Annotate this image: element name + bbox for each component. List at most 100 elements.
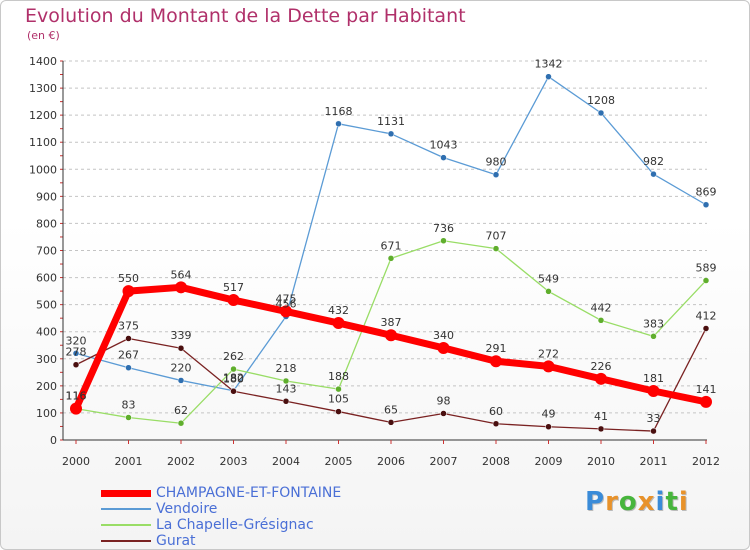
data-label: 60: [489, 405, 503, 418]
y-tick-label: 1300: [29, 82, 57, 95]
data-label: 869: [696, 186, 717, 199]
data-label: 65: [384, 403, 398, 416]
data-label: 33: [647, 412, 661, 425]
brand-letter: t: [665, 487, 679, 517]
data-label: 1131: [377, 115, 405, 128]
x-tick-label: 2008: [482, 455, 510, 468]
y-tick-label: 1400: [29, 55, 57, 68]
data-point: [335, 385, 342, 393]
data-label: 1168: [325, 105, 353, 118]
x-tick-label: 2003: [220, 455, 248, 468]
data-label: 589: [696, 262, 717, 275]
data-point: [597, 425, 605, 433]
data-label: 442: [591, 301, 612, 314]
data-label: 383: [643, 317, 664, 330]
data-point: [702, 201, 710, 208]
data-label: 41: [594, 410, 608, 423]
brand-letter: x: [637, 487, 656, 517]
data-point: [542, 360, 555, 373]
data-label: 141: [696, 383, 717, 396]
legend-label: CHAMPAGNE-ET-FONTAINE: [156, 485, 342, 501]
data-point: [332, 317, 345, 330]
data-label: 456: [276, 298, 297, 311]
data-point: [122, 285, 135, 298]
data-point: [650, 427, 657, 435]
data-point: [230, 388, 237, 395]
data-point: [335, 120, 342, 128]
data-label: 1043: [430, 139, 458, 152]
x-tick-label: 2007: [430, 455, 458, 468]
data-label: 291: [486, 342, 507, 355]
x-tick-label: 2010: [587, 455, 615, 468]
x-tick-label: 2009: [535, 455, 563, 468]
data-label: 116: [66, 390, 87, 403]
data-label: 517: [223, 281, 244, 294]
y-tick-label: 800: [36, 217, 57, 230]
data-label: 475: [276, 292, 297, 305]
data-point: [440, 154, 447, 161]
data-label: 550: [118, 272, 139, 285]
data-point: [490, 355, 502, 368]
legend-swatch: [101, 490, 151, 497]
data-point: [280, 305, 292, 318]
data-label: 220: [171, 361, 192, 374]
data-label: 432: [328, 304, 349, 317]
data-point: [492, 420, 500, 428]
data-point: [175, 281, 187, 294]
y-tick-label: 500: [36, 299, 57, 312]
data-label: 412: [696, 309, 717, 322]
y-tick-label: 1100: [29, 136, 57, 149]
data-point: [647, 385, 660, 398]
y-tick-label: 300: [36, 353, 57, 366]
data-point: [437, 341, 450, 354]
data-point: [70, 402, 82, 415]
data-label: 707: [486, 230, 507, 243]
data-label: 982: [643, 155, 664, 168]
data-point: [597, 317, 605, 324]
data-point: [440, 410, 447, 417]
data-label: 262: [223, 350, 244, 363]
data-label: 564: [171, 268, 192, 281]
data-point: [125, 335, 132, 342]
data-label: 116: [66, 390, 87, 403]
data-point: [650, 333, 657, 340]
data-label: 49: [542, 408, 556, 421]
x-tick-label: 2011: [640, 455, 668, 468]
brand-letter: i: [678, 487, 689, 517]
data-label: 83: [122, 399, 136, 412]
data-label: 671: [381, 239, 402, 252]
data-label: 267: [118, 349, 139, 362]
legend-swatch: [101, 540, 151, 542]
y-tick-label: 1200: [29, 109, 57, 122]
brand-letter: r: [605, 487, 619, 517]
data-point: [595, 372, 607, 385]
data-label: 105: [328, 393, 349, 406]
data-label: 181: [643, 372, 664, 385]
data-label: 98: [437, 394, 451, 407]
data-point: [385, 329, 397, 342]
data-label: 182: [223, 372, 244, 385]
data-point: [125, 414, 132, 421]
data-point: [545, 288, 552, 295]
data-point: [440, 237, 447, 245]
data-point: [492, 171, 500, 178]
data-label: 375: [118, 319, 139, 332]
data-label: 218: [276, 362, 297, 375]
y-tick-label: 200: [36, 380, 57, 393]
data-point: [177, 344, 185, 352]
y-tick-label: 600: [36, 272, 57, 285]
legend-swatch: [101, 524, 151, 526]
brand-letter: o: [618, 487, 638, 517]
data-point: [702, 325, 710, 332]
y-tick-label: 700: [36, 245, 57, 258]
x-tick-label: 2004: [272, 455, 300, 468]
data-point: [387, 419, 395, 426]
data-label: 980: [486, 156, 507, 169]
data-point: [177, 419, 185, 427]
data-point: [492, 245, 500, 252]
x-tick-label: 2002: [167, 455, 195, 468]
y-tick-label: 900: [36, 190, 57, 203]
data-point: [282, 377, 290, 385]
data-point: [230, 365, 237, 373]
